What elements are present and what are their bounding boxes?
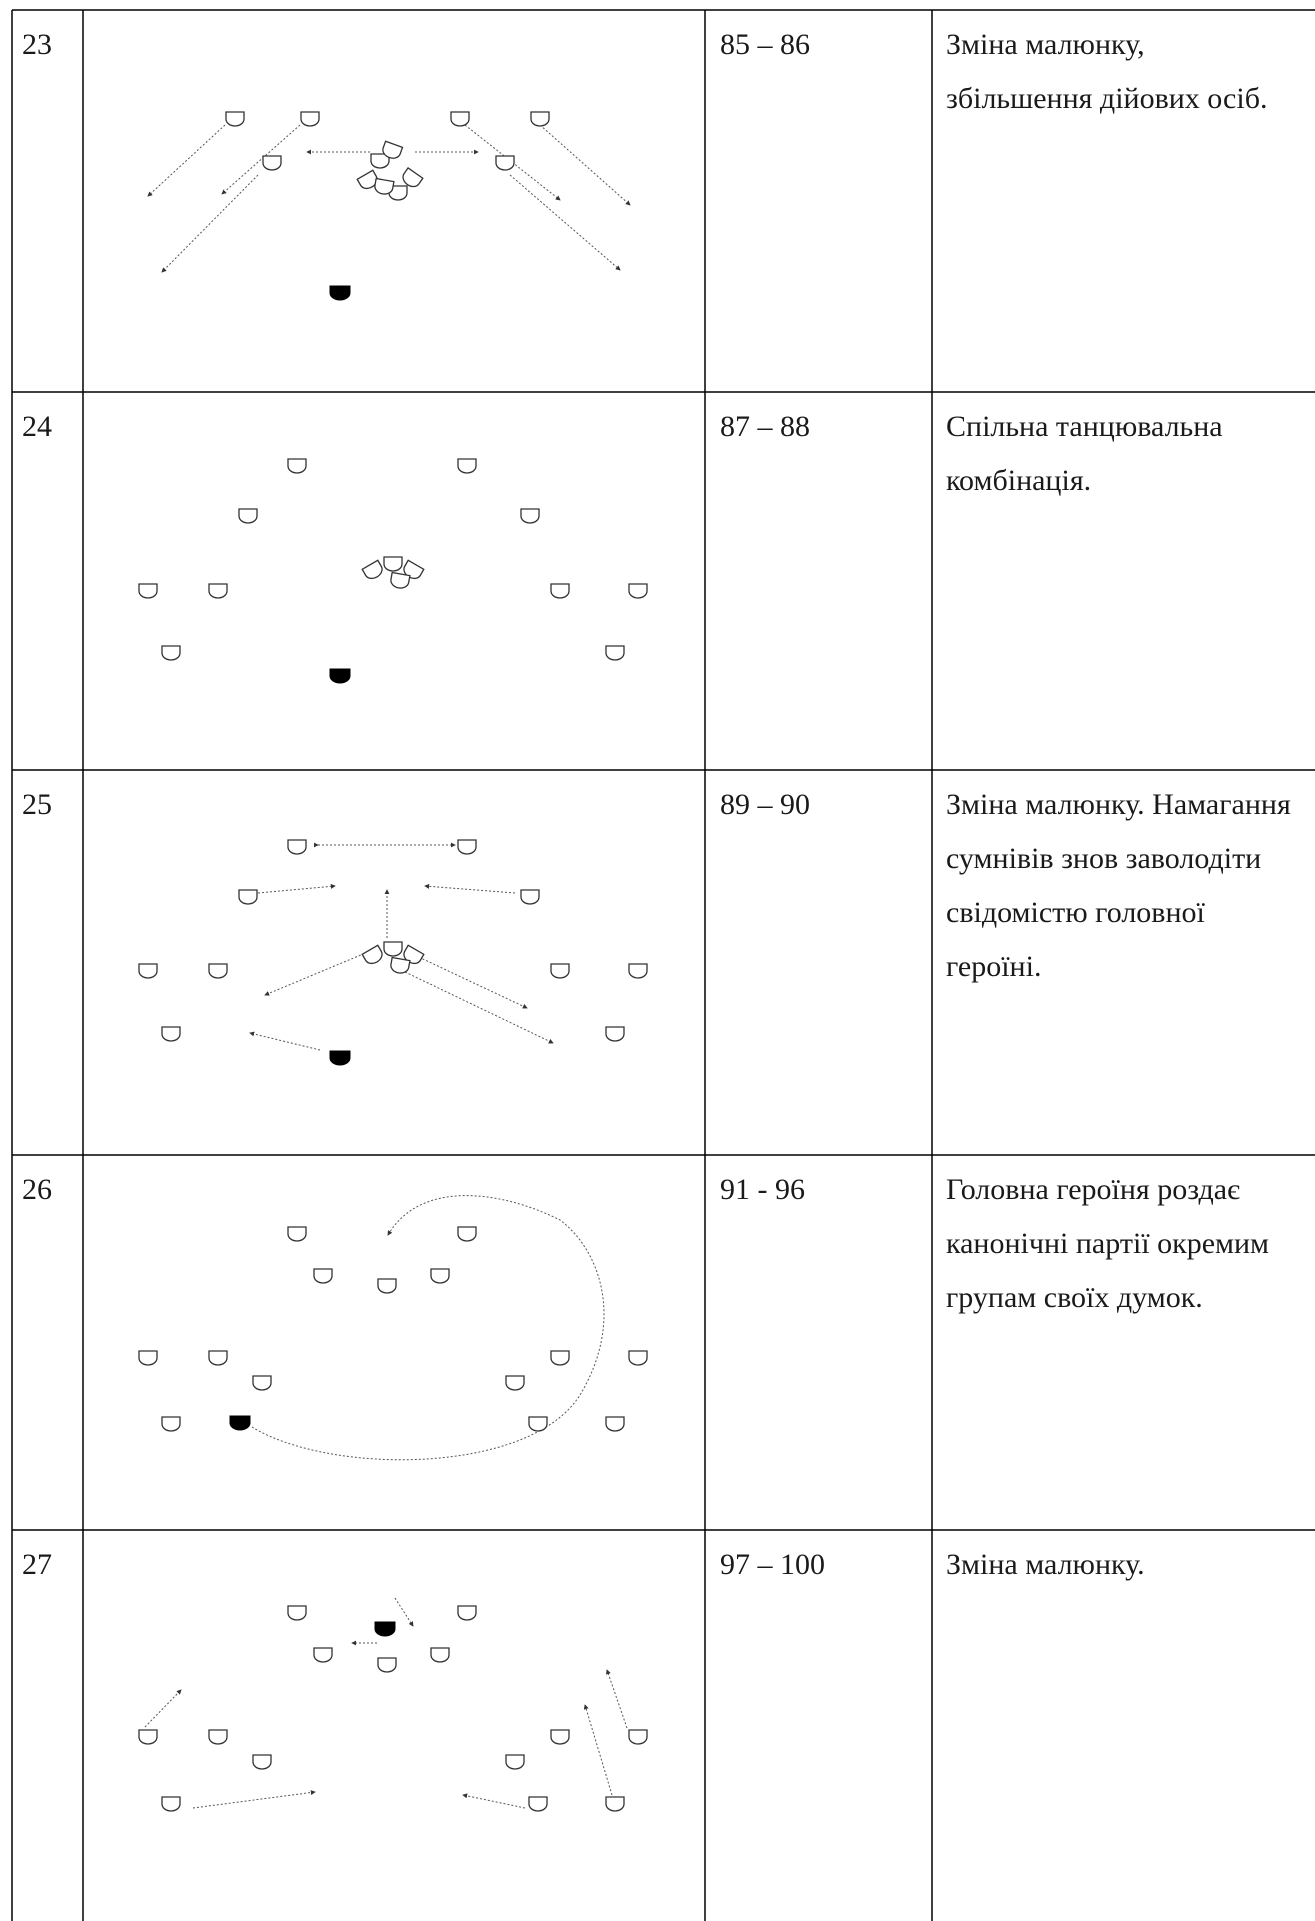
row-measures: 97 – 100	[720, 1548, 825, 1581]
row-description: Зміна малюнку, збільшення дійових осіб.	[946, 28, 1268, 115]
row-measures: 87 – 88	[720, 410, 810, 443]
dancers-24	[138, 458, 648, 684]
table-borders	[11, 9, 1315, 1921]
formation-diagram-27	[144, 1597, 628, 1809]
formation-diagram-23	[147, 124, 631, 273]
formation-diagram-25	[249, 842, 554, 1051]
row-description: Головна героїня роздає канонічні партії …	[946, 1173, 1270, 1314]
dancers-25	[138, 839, 648, 1066]
row-number: 26	[22, 1173, 52, 1206]
row-description: Зміна малюнку.	[946, 1548, 1145, 1581]
row-measures: 85 – 86	[720, 28, 810, 61]
row-measures: 91 - 96	[720, 1173, 805, 1206]
row-number: 25	[22, 788, 52, 821]
row-number: 24	[22, 410, 52, 443]
row-number: 23	[22, 28, 52, 61]
row-measures: 89 – 90	[720, 788, 810, 821]
row-description: Зміна малюнку. Намагання сумнівів знов з…	[946, 788, 1291, 983]
dancers-23	[225, 111, 550, 301]
row-description: Спільна танцювальна комбінація.	[946, 410, 1223, 497]
dancers-26	[138, 1226, 648, 1432]
dancers-27	[138, 1605, 648, 1812]
formation-diagram-26	[251, 1195, 605, 1461]
row-number: 27	[22, 1548, 52, 1581]
